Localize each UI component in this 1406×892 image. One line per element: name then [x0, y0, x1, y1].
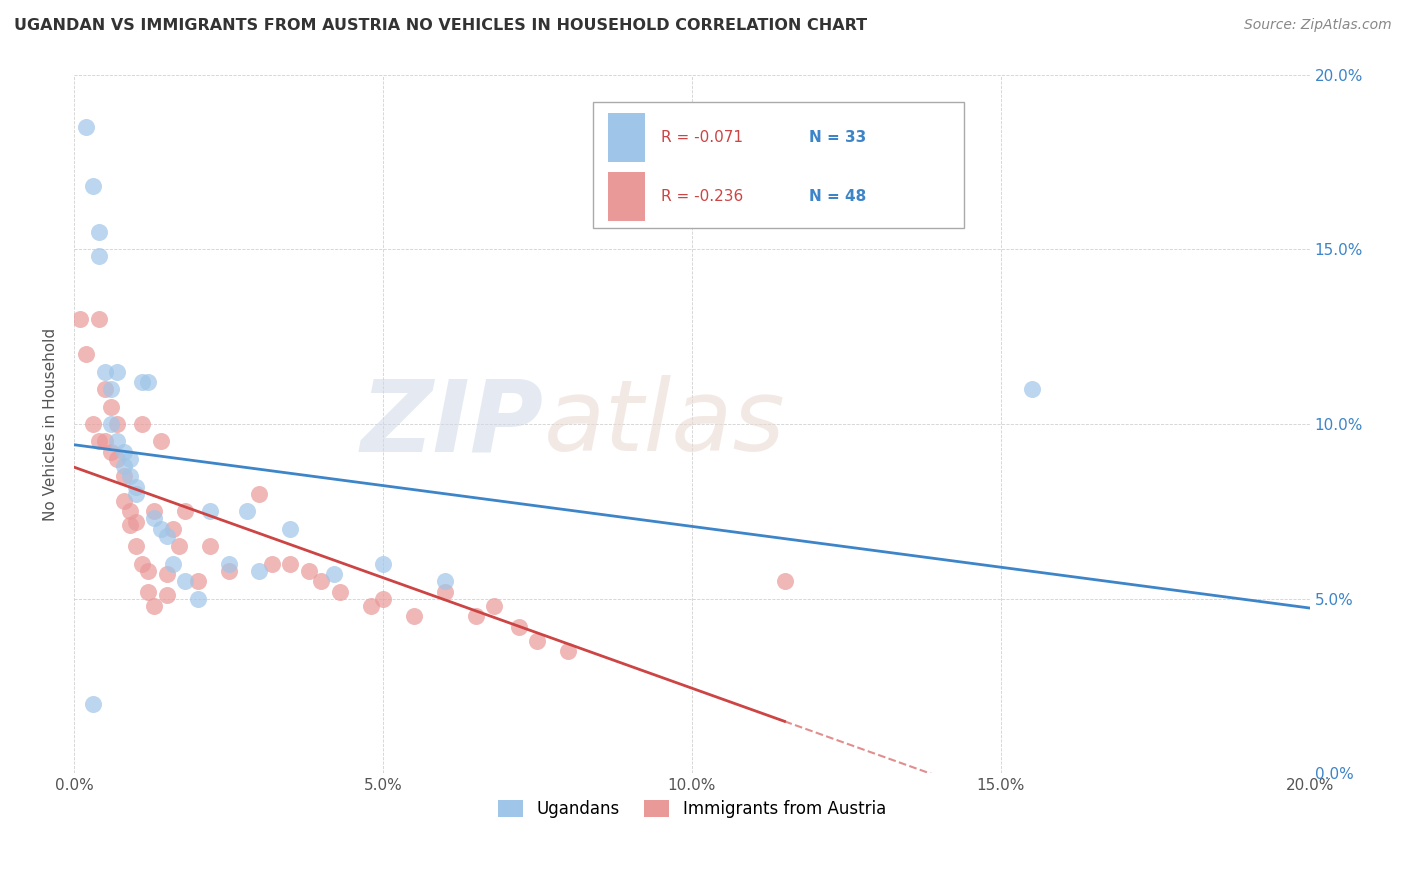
Point — [371, 591, 394, 606]
Point — [100, 400, 122, 414]
Point — [149, 522, 172, 536]
Point — [433, 584, 456, 599]
Point — [322, 567, 344, 582]
Legend: Ugandans, Immigrants from Austria: Ugandans, Immigrants from Austria — [491, 793, 893, 824]
Point — [526, 633, 548, 648]
Point — [162, 557, 184, 571]
Point — [136, 564, 159, 578]
Point — [112, 469, 135, 483]
Point — [118, 451, 141, 466]
Point — [82, 417, 104, 431]
Y-axis label: No Vehicles in Household: No Vehicles in Household — [44, 327, 58, 521]
Point — [167, 539, 190, 553]
Point — [105, 365, 128, 379]
FancyBboxPatch shape — [593, 103, 963, 228]
Point — [87, 249, 110, 263]
Point — [464, 609, 486, 624]
Point — [112, 445, 135, 459]
Point — [278, 557, 301, 571]
Point — [149, 434, 172, 449]
Point — [87, 434, 110, 449]
Text: R = -0.071: R = -0.071 — [661, 130, 742, 145]
FancyBboxPatch shape — [607, 113, 645, 162]
Point — [136, 375, 159, 389]
Point — [156, 567, 179, 582]
Point — [69, 312, 91, 326]
Point — [260, 557, 283, 571]
Point — [100, 445, 122, 459]
Point — [100, 382, 122, 396]
Text: atlas: atlas — [544, 376, 785, 473]
Point — [1021, 382, 1043, 396]
Point — [557, 644, 579, 658]
Point — [298, 564, 321, 578]
Point — [82, 697, 104, 711]
Point — [218, 564, 240, 578]
Point — [131, 417, 153, 431]
Point — [360, 599, 382, 613]
Point — [87, 225, 110, 239]
Point — [75, 347, 97, 361]
Point — [87, 312, 110, 326]
Point — [143, 599, 166, 613]
Point — [278, 522, 301, 536]
Point — [198, 539, 221, 553]
Point — [125, 487, 148, 501]
Point — [156, 588, 179, 602]
Point — [249, 564, 271, 578]
Point — [136, 584, 159, 599]
Point — [105, 417, 128, 431]
Point — [371, 557, 394, 571]
FancyBboxPatch shape — [607, 172, 645, 221]
Point — [309, 574, 332, 589]
Point — [187, 591, 209, 606]
Point — [162, 522, 184, 536]
Point — [174, 504, 197, 518]
Text: ZIP: ZIP — [360, 376, 544, 473]
Point — [198, 504, 221, 518]
Point — [131, 375, 153, 389]
Point — [174, 574, 197, 589]
Point — [329, 584, 352, 599]
Point — [143, 504, 166, 518]
Point — [94, 365, 117, 379]
Point — [131, 557, 153, 571]
Point — [100, 417, 122, 431]
Point — [508, 620, 530, 634]
Point — [143, 511, 166, 525]
Text: N = 33: N = 33 — [810, 130, 866, 145]
Point — [125, 539, 148, 553]
Point — [105, 434, 128, 449]
Text: UGANDAN VS IMMIGRANTS FROM AUSTRIA NO VEHICLES IN HOUSEHOLD CORRELATION CHART: UGANDAN VS IMMIGRANTS FROM AUSTRIA NO VE… — [14, 18, 868, 33]
Point — [94, 382, 117, 396]
Point — [105, 451, 128, 466]
Point — [249, 487, 271, 501]
Point — [773, 574, 796, 589]
Point — [187, 574, 209, 589]
Point — [236, 504, 259, 518]
Point — [112, 458, 135, 473]
Point — [156, 529, 179, 543]
Point — [218, 557, 240, 571]
Point — [75, 120, 97, 134]
Point — [482, 599, 505, 613]
Point — [82, 179, 104, 194]
Point — [118, 504, 141, 518]
Point — [112, 493, 135, 508]
Text: R = -0.236: R = -0.236 — [661, 189, 744, 204]
Text: Source: ZipAtlas.com: Source: ZipAtlas.com — [1244, 18, 1392, 32]
Text: N = 48: N = 48 — [810, 189, 866, 204]
Point — [125, 480, 148, 494]
Point — [118, 518, 141, 533]
Point — [118, 469, 141, 483]
Point — [433, 574, 456, 589]
Point — [94, 434, 117, 449]
Point — [402, 609, 425, 624]
Point — [125, 515, 148, 529]
